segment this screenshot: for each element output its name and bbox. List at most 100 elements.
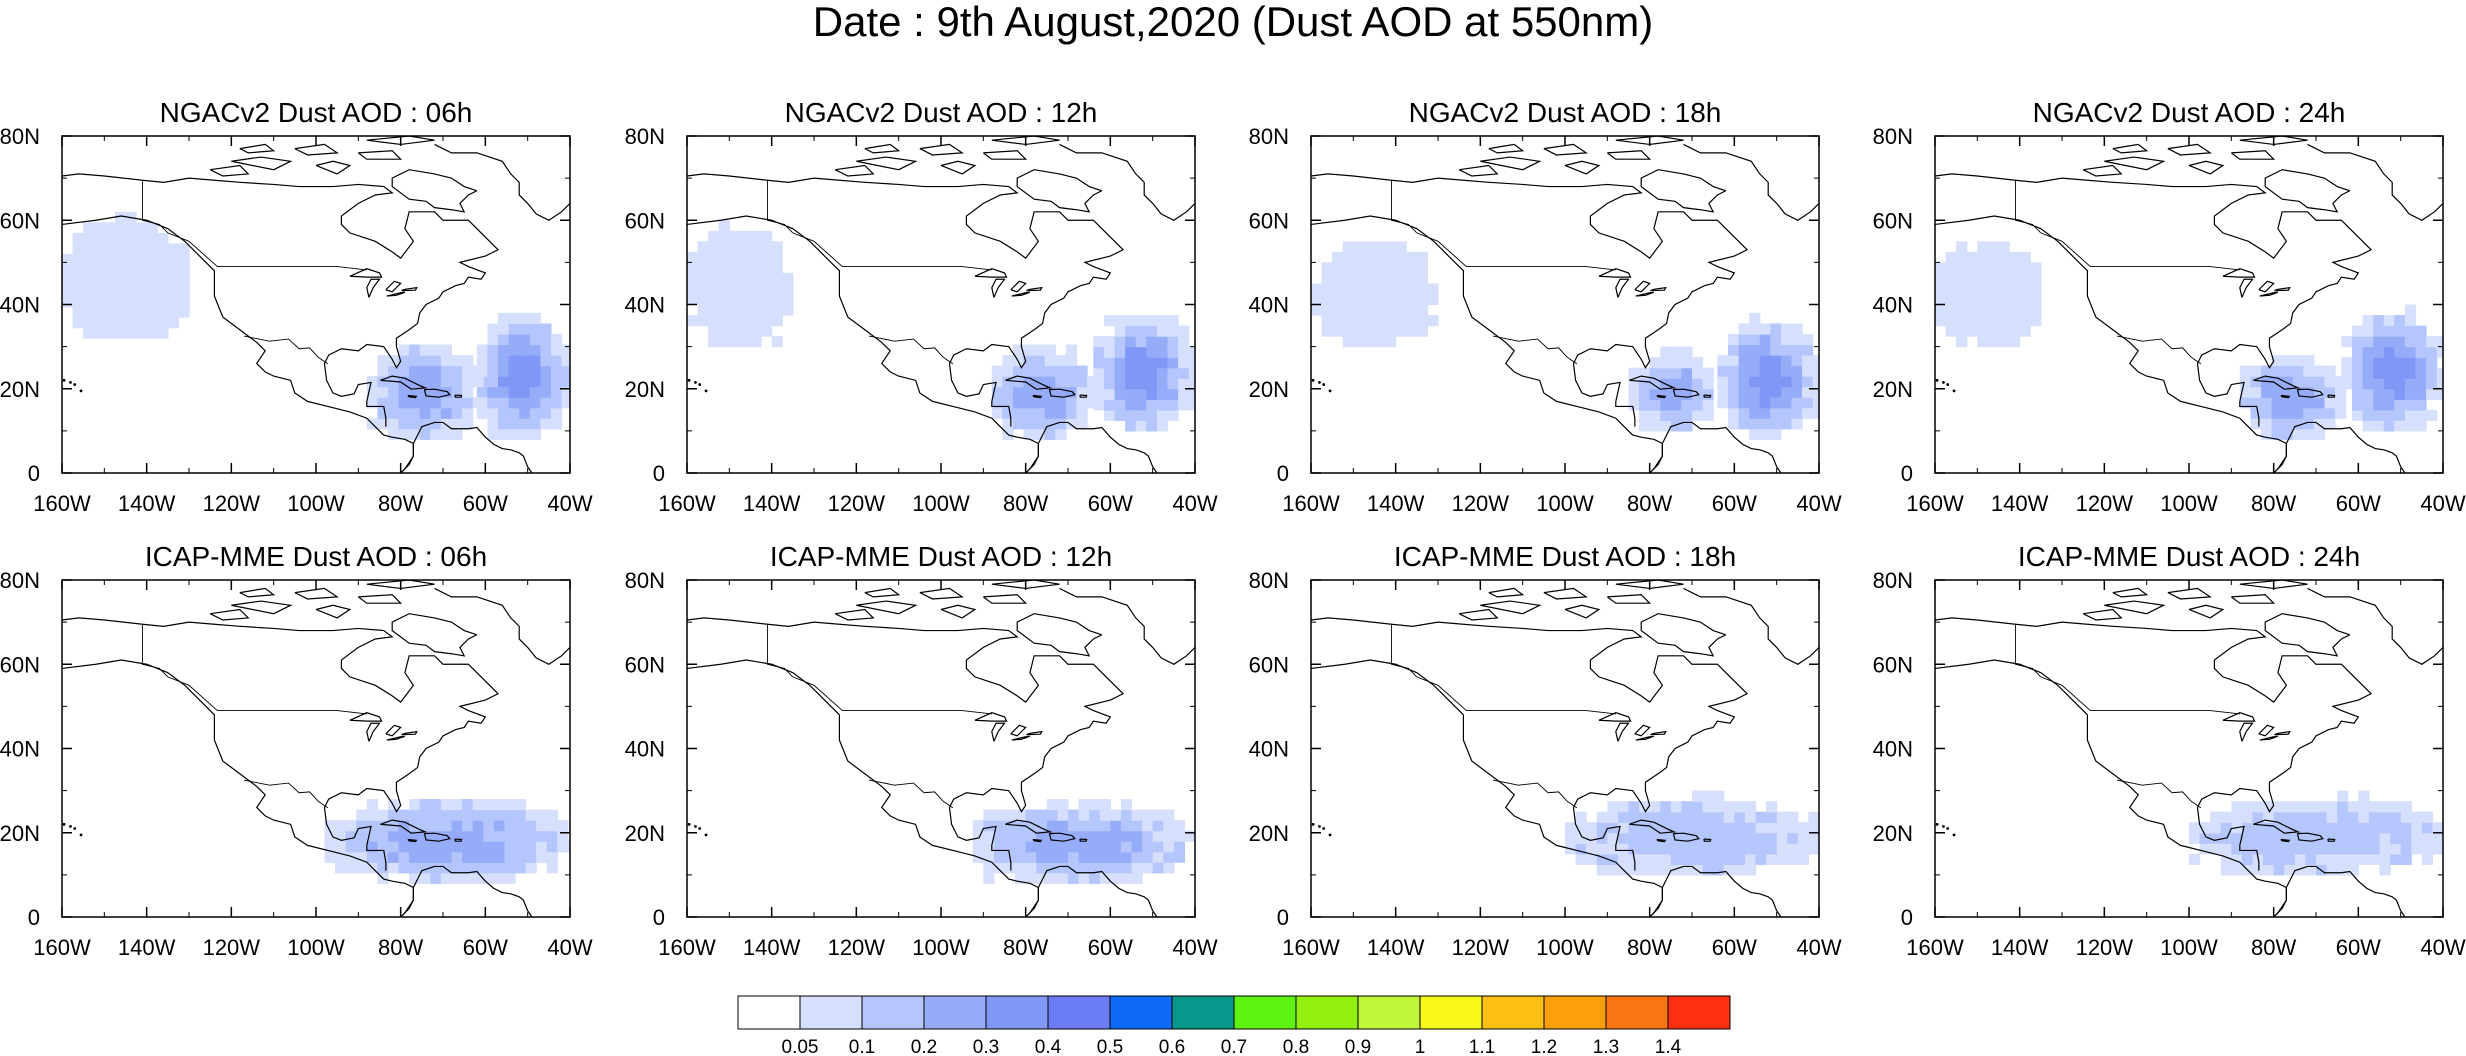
aod-cell bbox=[1167, 315, 1179, 327]
aod-cell bbox=[529, 386, 541, 398]
aod-cell bbox=[739, 230, 752, 242]
aod-cell bbox=[93, 285, 105, 297]
aod-cell bbox=[1738, 355, 1750, 367]
aod-cell bbox=[1744, 864, 1757, 876]
aod-cell bbox=[2426, 336, 2438, 348]
aod-cell bbox=[2303, 376, 2315, 388]
aod-cell bbox=[2009, 272, 2021, 285]
aod-cell bbox=[2316, 801, 2328, 813]
aod-cell bbox=[1935, 293, 1947, 306]
aod-cell bbox=[1628, 822, 1640, 834]
aod-cell bbox=[1702, 811, 1714, 823]
aod-cell bbox=[2390, 801, 2402, 813]
aod-cell bbox=[718, 262, 730, 274]
aod-cell bbox=[451, 386, 463, 398]
aod-cell bbox=[1723, 853, 1735, 865]
colorbar-label: 1.1 bbox=[1469, 1037, 1495, 1056]
aod-cell bbox=[1749, 397, 1761, 409]
aod-cell bbox=[1374, 293, 1386, 306]
aod-cell bbox=[125, 243, 137, 255]
aod-cell bbox=[1004, 820, 1016, 832]
aod-cell bbox=[83, 243, 95, 255]
aod-cell bbox=[2305, 853, 2317, 865]
aod-cell bbox=[550, 407, 563, 419]
aod-cell bbox=[1607, 843, 1619, 855]
aod-cell bbox=[440, 386, 453, 398]
country-border bbox=[2116, 779, 2202, 809]
aod-cell bbox=[1142, 809, 1154, 821]
aod-cell bbox=[504, 799, 516, 811]
colorbar-swatch bbox=[1233, 995, 1297, 1030]
aod-cell bbox=[483, 820, 495, 832]
aod-cell bbox=[529, 376, 541, 388]
aod-cell bbox=[1146, 409, 1158, 421]
aod-cell bbox=[1321, 315, 1333, 327]
aod-shading bbox=[2189, 790, 2443, 876]
aod-cell bbox=[451, 841, 463, 853]
aod-cell bbox=[2358, 832, 2370, 844]
aod-cell bbox=[1135, 336, 1147, 348]
aod-cell bbox=[1156, 388, 1169, 400]
aod-cell bbox=[1692, 357, 1704, 369]
aod-cell bbox=[1152, 851, 1164, 863]
aod-cell bbox=[1749, 407, 1761, 419]
aod-cell bbox=[697, 272, 709, 285]
aod-cell bbox=[1342, 315, 1354, 327]
aod-cell bbox=[1670, 420, 1683, 432]
aod-cell bbox=[1087, 386, 1099, 398]
aod-cell bbox=[2373, 346, 2385, 358]
aod-cell bbox=[2368, 822, 2381, 834]
aod-cell bbox=[1385, 272, 1397, 285]
aod-cell bbox=[2263, 843, 2275, 855]
colorbar-swatch bbox=[1295, 995, 1359, 1030]
aod-cell bbox=[1802, 376, 1814, 388]
aod-cell bbox=[1065, 355, 1078, 367]
aod-cell bbox=[2404, 409, 2417, 421]
aod-cell bbox=[1681, 420, 1693, 432]
aod-cell bbox=[72, 253, 84, 266]
aod-cell bbox=[983, 851, 995, 863]
aod-cell bbox=[324, 841, 336, 853]
aod-cell bbox=[2199, 843, 2211, 855]
aod-cell bbox=[83, 306, 95, 318]
aod-cell bbox=[708, 272, 720, 285]
lon-tick-label: 140W bbox=[743, 935, 801, 960]
aod-cell bbox=[1759, 355, 1771, 367]
aod-cell bbox=[451, 376, 463, 388]
aod-cell bbox=[718, 315, 730, 327]
aod-cell bbox=[1734, 843, 1746, 855]
aod-cell bbox=[983, 862, 995, 874]
aod-cell bbox=[508, 365, 520, 377]
aod-cell bbox=[387, 397, 400, 409]
aod-cell bbox=[2030, 283, 2042, 295]
aod-cell bbox=[1131, 830, 1143, 842]
aod-cell bbox=[72, 306, 84, 318]
aod-cell bbox=[498, 428, 510, 440]
aod-cell bbox=[1395, 241, 1407, 253]
aod-cell bbox=[1023, 428, 1035, 440]
aod-cell bbox=[430, 365, 442, 377]
aod-cell bbox=[750, 293, 762, 306]
aod-cell bbox=[1055, 376, 1067, 388]
aod-cell bbox=[487, 355, 499, 367]
lat-tick-label: 40N bbox=[1873, 293, 1913, 318]
aod-cell bbox=[1065, 344, 1078, 356]
aod-cell bbox=[1713, 790, 1725, 802]
aod-cell bbox=[1749, 376, 1761, 388]
aod-cell bbox=[1791, 333, 1803, 346]
lon-tick-label: 120W bbox=[203, 935, 261, 960]
aod-cell bbox=[440, 418, 453, 430]
aod-cell bbox=[114, 253, 127, 266]
aod-cell bbox=[366, 397, 378, 409]
aod-cell bbox=[2313, 365, 2326, 377]
lon-tick-label: 80W bbox=[1627, 935, 1672, 960]
lon-tick-label: 40W bbox=[547, 935, 592, 960]
aod-cell bbox=[2400, 822, 2412, 834]
aod-cell bbox=[1998, 293, 2010, 306]
aod-cell bbox=[1015, 830, 1027, 842]
aod-cell bbox=[2400, 853, 2412, 865]
aod-cell bbox=[1717, 355, 1729, 367]
aod-cell bbox=[1332, 293, 1344, 306]
country-border bbox=[1390, 180, 1616, 271]
panel-title: NGACv2 Dust AOD : 18h bbox=[1409, 97, 1722, 128]
